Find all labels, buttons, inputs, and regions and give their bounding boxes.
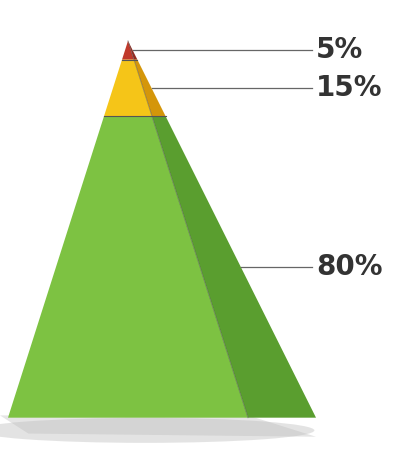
Polygon shape <box>128 41 138 59</box>
Ellipse shape <box>0 418 314 443</box>
Text: 15%: 15% <box>316 74 382 102</box>
Polygon shape <box>122 41 134 59</box>
Polygon shape <box>104 59 152 116</box>
Text: 80%: 80% <box>316 253 382 281</box>
Polygon shape <box>152 116 316 418</box>
Text: 5%: 5% <box>316 36 363 64</box>
Polygon shape <box>8 116 248 418</box>
Polygon shape <box>0 415 316 437</box>
Polygon shape <box>134 59 166 116</box>
